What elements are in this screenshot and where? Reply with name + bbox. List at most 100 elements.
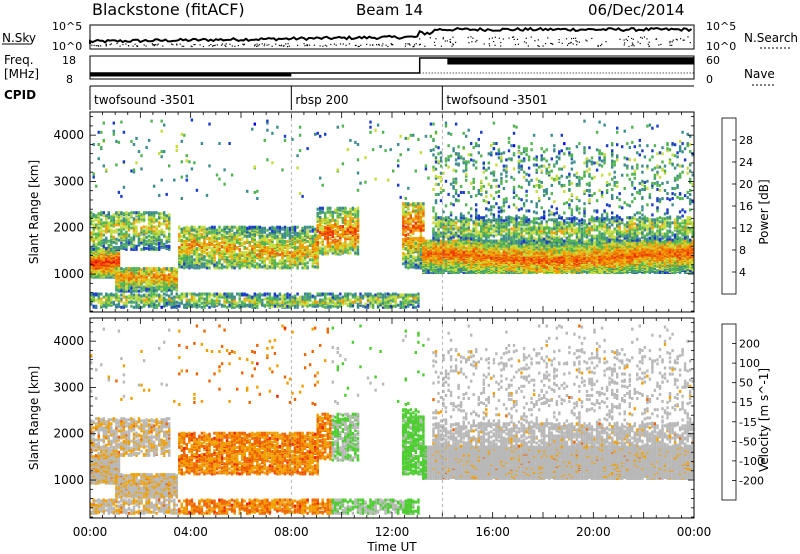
nsearch-point [213, 45, 214, 46]
nsearch-point [391, 43, 392, 44]
power-cell [100, 211, 102, 214]
power-cell [342, 225, 344, 228]
power-cell [173, 267, 175, 270]
power-cell [178, 246, 180, 249]
power-cell [402, 228, 404, 231]
power-cell [171, 275, 173, 278]
nsearch-point [264, 45, 265, 46]
nsearch-point [376, 44, 377, 45]
power-cell [155, 218, 157, 221]
nsearch-point [120, 46, 121, 47]
power-cell [402, 225, 404, 228]
power-cell [455, 240, 457, 243]
radar-figure: Blackstone (fitACF) Beam 14 06/Dec/2014 … [0, 0, 800, 554]
noise-axis-bottom-right: 10^0 [706, 40, 736, 53]
power-cell [349, 252, 351, 255]
power-cell [347, 228, 349, 231]
nsearch-point [577, 41, 578, 42]
power-cell [420, 205, 422, 208]
power-cell [166, 223, 168, 226]
nsearch-point [559, 42, 560, 43]
nsearch-point [386, 45, 387, 46]
nsearch-point [571, 42, 572, 43]
power-cell [352, 248, 354, 251]
nsearch-point [680, 38, 681, 39]
power-cell [218, 226, 220, 229]
power-cell [218, 266, 220, 269]
power-cell [266, 234, 268, 237]
power-cell [284, 250, 286, 253]
nsearch-point [455, 42, 456, 43]
power-cell [93, 219, 95, 222]
power-cell [515, 240, 517, 243]
power-cell [296, 246, 298, 249]
power-cell [344, 215, 346, 218]
power-cell [244, 246, 246, 249]
power-cell [402, 202, 404, 205]
power-cell [125, 218, 127, 221]
power-cell [525, 263, 527, 266]
power-cell [538, 261, 540, 264]
power-cell [186, 251, 188, 254]
nsearch-point [571, 38, 572, 39]
power-cell [284, 259, 286, 262]
power-cell [105, 247, 107, 250]
cpid-segment-label: twofsound -3501 [446, 93, 547, 107]
power-cell [208, 266, 210, 269]
power-cell [153, 273, 155, 276]
power-cell [420, 250, 422, 253]
nsearch-point [285, 43, 286, 44]
power-cell [201, 250, 203, 253]
power-cell [402, 262, 404, 265]
nsearch-point [470, 36, 471, 37]
power-cell [145, 240, 147, 243]
nsearch-point [669, 42, 670, 43]
power-cell [402, 252, 404, 255]
power-cell [135, 233, 137, 236]
power-cell [133, 217, 135, 220]
power-cell [161, 222, 163, 225]
power-cell [286, 240, 288, 243]
power-cell [339, 213, 341, 216]
power-cell [266, 257, 268, 260]
power-cell [271, 226, 273, 229]
power-cell [223, 249, 225, 252]
power-cell [354, 215, 356, 218]
power-cell [246, 227, 248, 230]
power-cell [105, 237, 107, 240]
power-cell [143, 236, 145, 239]
power-cell [410, 223, 412, 226]
power-cell [289, 227, 291, 230]
power-cell [342, 217, 344, 220]
power-cell [415, 242, 417, 245]
power-cell [193, 261, 195, 264]
nsearch-point [116, 43, 117, 44]
power-cell [153, 267, 155, 270]
nsearch-point [155, 44, 156, 45]
nsearch-point [499, 38, 500, 39]
power-cell [264, 227, 266, 230]
nsearch-point [634, 45, 635, 46]
power-cell [223, 226, 225, 229]
power-cell [296, 261, 298, 264]
power-cell [407, 237, 409, 240]
nsearch-point [221, 45, 222, 46]
power-cell [420, 228, 422, 231]
nsearch-point [243, 44, 244, 45]
power-cell [256, 226, 258, 229]
power-cell [505, 254, 507, 257]
power-cell [296, 226, 298, 229]
nsearch-point [524, 41, 525, 42]
power-cell [452, 240, 454, 243]
power-cell [407, 261, 409, 264]
power-cell [405, 253, 407, 256]
power-cell [128, 217, 130, 220]
power-cell [244, 251, 246, 254]
power-cell [103, 245, 105, 248]
power-cell [140, 271, 142, 274]
nsearch-point [660, 44, 661, 45]
power-cell [410, 259, 412, 262]
nsearch-point [539, 46, 540, 47]
power-cell [103, 214, 105, 217]
power-cell [100, 248, 102, 251]
